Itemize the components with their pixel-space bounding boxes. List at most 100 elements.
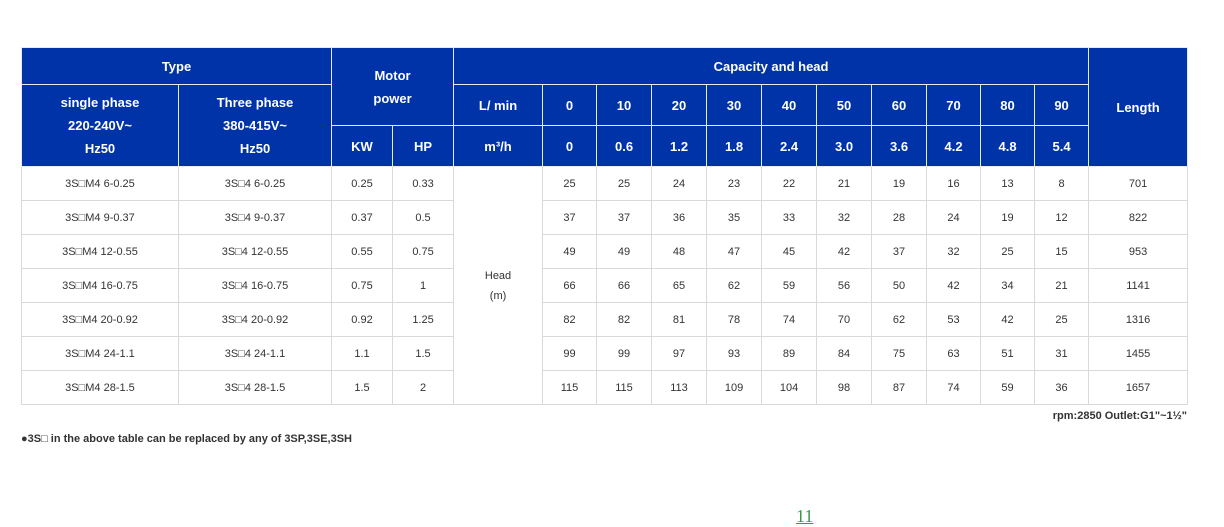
motor-hp: 1.25	[392, 302, 455, 337]
length-value: 1455	[1088, 336, 1189, 371]
header-lmin-value: 40	[761, 84, 818, 126]
head-value: 81	[651, 302, 708, 337]
table-row: 3S□M4 28-1.5 3S□4 28-1.5 1.5 2 115 115 113 109 1…	[21, 370, 1189, 405]
motor-kw: 0.55	[331, 234, 394, 269]
head-value: 78	[706, 302, 763, 337]
head-value: 99	[542, 336, 598, 371]
three-phase-model: 3S□4 16-0.75	[177, 268, 333, 303]
single-phase-model: 3S□M4 28-1.5	[21, 370, 179, 405]
three-phase-model: 3S□4 6-0.25	[177, 166, 333, 201]
head-value: 59	[980, 370, 1036, 405]
head-value: 66	[542, 268, 598, 303]
single-phase-model: 3S□M4 24-1.1	[21, 336, 179, 371]
head-value: 23	[706, 166, 763, 201]
head-label-cell: Head (m)	[453, 166, 544, 405]
head-value: 12	[1034, 200, 1090, 235]
length-value: 701	[1088, 166, 1189, 201]
head-value: 70	[816, 302, 873, 337]
three-phase-freq: Hz50	[239, 141, 271, 156]
header-lmin-value: 10	[596, 84, 653, 126]
header-m3h-value: 0	[542, 125, 598, 167]
table-row: 3S□M4 6-0.25 3S□4 6-0.25 0.25 0.33 Head (m) 25…	[21, 166, 1189, 405]
head-value: 32	[816, 200, 873, 235]
head-value: 104	[761, 370, 818, 405]
head-value: 16	[926, 166, 982, 201]
motor-hp: 2	[392, 370, 455, 405]
head-value: 25	[596, 166, 653, 201]
header-lmin-value: 70	[926, 84, 982, 126]
table-body: 3S□M4 6-0.25 3S□4 6-0.25 0.25 0.33 Head (m) 25…	[21, 166, 1189, 405]
header-lmin-value: 0	[542, 84, 598, 126]
table-header: Type Motor power Capacity and head Lengt…	[20, 47, 1211, 167]
table-row: 3S□M4 12-0.55 3S□4 12-0.55 0.55 0.75 49 49 48 4…	[21, 234, 1189, 269]
length-value: 822	[1088, 200, 1189, 235]
header-three-phase: Three phase 380-415V~ Hz50	[177, 84, 333, 167]
header-lmin-value: 60	[871, 84, 928, 126]
head-value: 99	[596, 336, 653, 371]
head-value: 34	[980, 268, 1036, 303]
header-lmin-value: 90	[1034, 84, 1090, 126]
motor-hp: 0.33	[392, 166, 455, 201]
motor-hp: 1.5	[392, 336, 455, 371]
table-row: 3S□M4 20-0.92 3S□4 20-0.92 0.92 1.25 82 82 81 7…	[21, 302, 1189, 337]
head-value: 32	[926, 234, 982, 269]
motor-kw: 0.75	[331, 268, 394, 303]
head-value: 97	[651, 336, 708, 371]
head-value: 115	[542, 370, 598, 405]
header-m3h-value: 1.8	[706, 125, 763, 167]
motor-kw: 1.5	[331, 370, 394, 405]
head-value: 53	[926, 302, 982, 337]
head-value: 47	[706, 234, 763, 269]
motor-kw: 0.37	[331, 200, 394, 235]
head-value: 31	[1034, 336, 1090, 371]
three-phase-model: 3S□4 12-0.55	[177, 234, 333, 269]
header-lmin-row: single phase 220-240V~ Hz50 Three phase …	[21, 84, 1188, 167]
three-phase-model: 3S□4 28-1.5	[177, 370, 333, 405]
motor-kw: 0.25	[331, 166, 394, 201]
motor-kw: 0.92	[331, 302, 394, 337]
table-row: 3S□M4 9-0.37 3S□4 9-0.37 0.37 0.5 37 37 36 35 33…	[21, 200, 1189, 235]
head-value: 74	[761, 302, 818, 337]
head-value: 37	[596, 200, 653, 235]
three-phase-model: 3S□4 20-0.92	[177, 302, 333, 337]
header-capacity-head: Capacity and head	[453, 47, 1090, 85]
single-phase-voltage: 220-240V~	[68, 118, 132, 133]
motor-kw: 1.1	[331, 336, 394, 371]
head-value: 56	[816, 268, 873, 303]
pump-spec-table: Type Motor power Capacity and head Lengt…	[20, 47, 1211, 405]
head-value: 24	[926, 200, 982, 235]
page-number[interactable]: 11	[796, 506, 814, 526]
head-value: 63	[926, 336, 982, 371]
head-value: 62	[871, 302, 928, 337]
head-value: 25	[980, 234, 1036, 269]
header-power-label: power	[373, 90, 412, 106]
header-hp: HP	[392, 125, 455, 167]
head-value: 45	[761, 234, 818, 269]
length-value: 1316	[1088, 302, 1189, 337]
length-value: 1141	[1088, 268, 1189, 303]
head-value: 21	[816, 166, 873, 201]
three-phase-voltage: 380-415V~	[223, 118, 287, 133]
head-value: 66	[596, 268, 653, 303]
head-value: 75	[871, 336, 928, 371]
header-m3h-value: 4.2	[926, 125, 982, 167]
head-value: 62	[706, 268, 763, 303]
header-m3h-value: 0.6	[596, 125, 653, 167]
head-value: 115	[596, 370, 653, 405]
head-value: 42	[816, 234, 873, 269]
single-phase-model: 3S□M4 20-0.92	[21, 302, 179, 337]
head-value: 15	[1034, 234, 1090, 269]
head-value: 13	[980, 166, 1036, 201]
header-m3h-value: 3.0	[816, 125, 873, 167]
length-value: 953	[1088, 234, 1189, 269]
head-value: 33	[761, 200, 818, 235]
single-phase-model: 3S□M4 12-0.55	[21, 234, 179, 269]
motor-hp: 1	[392, 268, 455, 303]
head-value: 21	[1034, 268, 1090, 303]
head-value: 42	[926, 268, 982, 303]
three-phase-label: Three phase	[216, 95, 294, 110]
single-phase-freq: Hz50	[84, 141, 116, 156]
head-value: 98	[816, 370, 873, 405]
head-value: 37	[871, 234, 928, 269]
header-lmin-value: 50	[816, 84, 873, 126]
